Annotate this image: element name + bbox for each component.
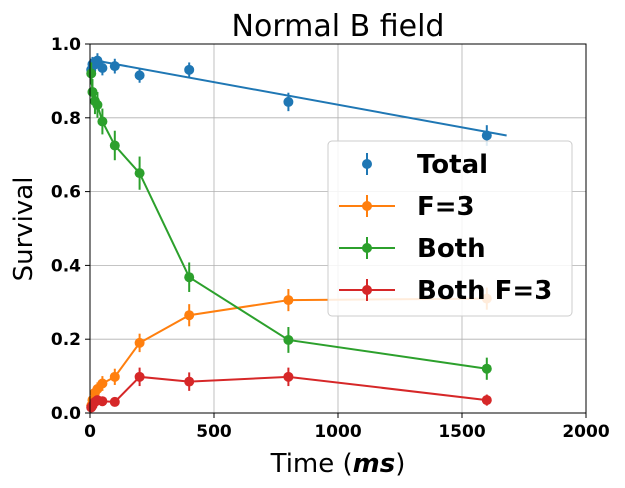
legend-marker-both-f-3: [362, 285, 372, 295]
x-axis-label-unit: ms: [353, 449, 396, 479]
legend-marker-both: [362, 243, 372, 253]
data-point-total: [92, 55, 103, 66]
data-point-f-3: [184, 310, 195, 321]
data-point-both-f-3: [97, 396, 108, 407]
data-point-both: [86, 68, 97, 79]
y-tick-label: 0.6: [51, 183, 81, 203]
legend: Total F=3 Both Both F=3: [327, 140, 573, 317]
y-axis-label: Survival: [9, 177, 39, 282]
y-tick-label: 0.0: [51, 404, 81, 424]
fit-line-total: [89, 58, 507, 137]
y-tick-label: 1.0: [51, 35, 81, 55]
data-point-both-f-3: [184, 376, 195, 387]
x-tick-label: 1500: [438, 422, 485, 442]
data-point-both: [481, 363, 492, 374]
legend-label-total: Total: [417, 150, 488, 180]
data-point-total: [184, 64, 195, 75]
data-point-both: [87, 86, 98, 97]
x-tick-label: 1000: [314, 422, 361, 442]
legend-box: [327, 140, 573, 317]
x-axis-label-suffix: ): [395, 449, 405, 479]
data-point-both: [109, 140, 120, 151]
x-tick-label: 2000: [562, 422, 609, 442]
y-tick-label: 0.8: [51, 109, 81, 129]
y-tick-label: 0.2: [51, 330, 81, 350]
axis-ticks: 0 500 1000 1500 2000 0.0 0.2 0.4 0.6 0.8 1.0: [51, 35, 610, 442]
data-point-total: [481, 130, 492, 141]
data-point-f-3: [97, 378, 108, 389]
legend-marker-total: [362, 159, 372, 169]
data-point-both-f-3: [134, 371, 145, 382]
legend-label-both: Both: [417, 234, 486, 264]
legend-marker-f-3: [362, 201, 372, 211]
data-point-both: [134, 168, 145, 179]
data-point-total: [97, 62, 108, 73]
legend-label-f-3: F=3: [417, 192, 475, 222]
data-point-both: [97, 116, 108, 127]
chart-title: Normal B field: [232, 9, 445, 44]
x-axis-label: Time (ms): [270, 449, 406, 479]
data-point-both: [92, 99, 103, 110]
data-point-total: [134, 70, 145, 81]
x-tick-label: 0: [84, 422, 96, 442]
data-point-both-f-3: [283, 371, 294, 382]
data-point-total: [109, 61, 120, 72]
data-point-f-3: [109, 371, 120, 382]
data-point-both-f-3: [109, 396, 120, 407]
data-point-f-3: [134, 337, 145, 348]
data-point-both: [283, 334, 294, 345]
data-point-f-3: [283, 295, 294, 306]
data-point-both-f-3: [481, 395, 492, 406]
data-point-total: [283, 96, 294, 107]
x-tick-label: 500: [196, 422, 232, 442]
data-point-both: [184, 272, 195, 283]
legend-label-both-f-3: Both F=3: [417, 276, 552, 306]
y-tick-label: 0.4: [51, 256, 81, 276]
x-axis-label-prefix: Time (: [270, 449, 353, 479]
